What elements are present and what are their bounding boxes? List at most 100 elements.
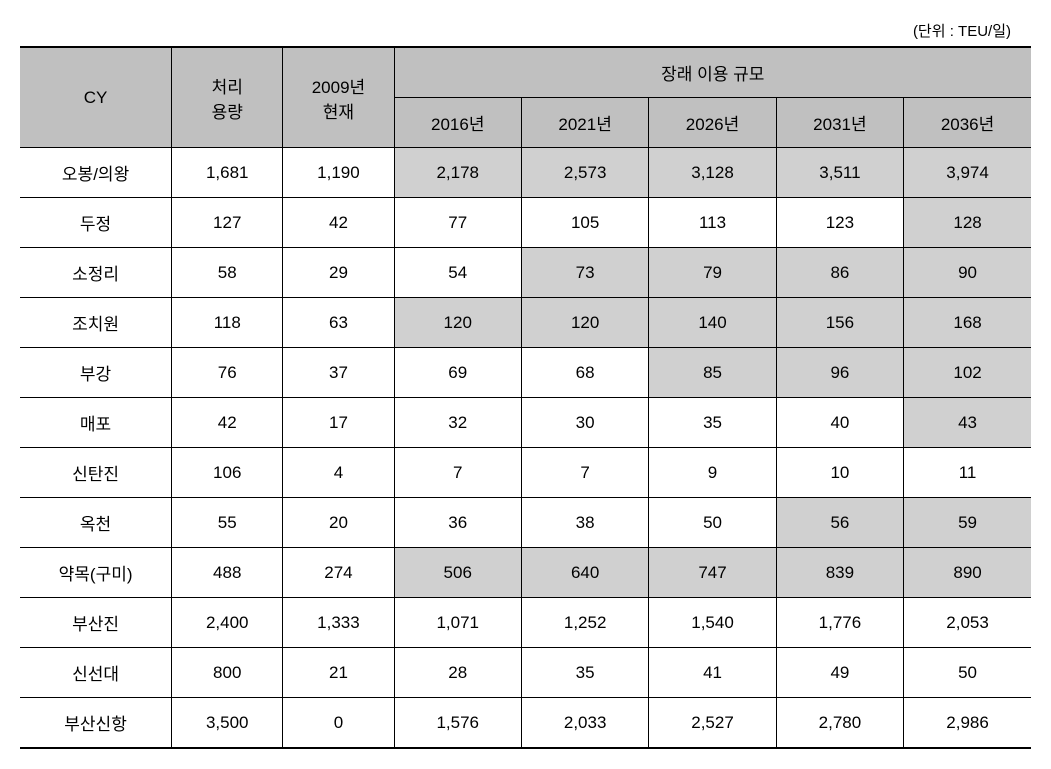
cell-2031: 56	[776, 498, 903, 548]
table-row: 조치원11863120120140156168	[20, 298, 1031, 348]
cell-2036: 2,053	[904, 598, 1031, 648]
cell-2031: 156	[776, 298, 903, 348]
cell-2031: 86	[776, 248, 903, 298]
table-row: 소정리58295473798690	[20, 248, 1031, 298]
cell-2021: 2,573	[521, 148, 648, 198]
cell-2026: 113	[649, 198, 776, 248]
cell-2026: 41	[649, 648, 776, 698]
cell-capacity: 118	[172, 298, 283, 348]
cell-2026: 79	[649, 248, 776, 298]
cell-2026: 140	[649, 298, 776, 348]
table-row: 부산신항3,50001,5762,0332,5272,7802,986	[20, 698, 1031, 749]
cell-2016: 32	[394, 398, 521, 448]
cell-2009: 37	[283, 348, 394, 398]
header-future-scale: 장래 이용 규모	[394, 47, 1031, 98]
cell-2026: 9	[649, 448, 776, 498]
cell-2016: 120	[394, 298, 521, 348]
header-2021: 2021년	[521, 98, 648, 148]
cell-cy: 약목(구미)	[20, 548, 172, 598]
cell-2016: 69	[394, 348, 521, 398]
cell-cy: 소정리	[20, 248, 172, 298]
header-2036: 2036년	[904, 98, 1031, 148]
cell-cy: 부산진	[20, 598, 172, 648]
table-row: 오봉/의왕1,6811,1902,1782,5733,1283,5113,974	[20, 148, 1031, 198]
cell-2021: 105	[521, 198, 648, 248]
cell-cy: 매포	[20, 398, 172, 448]
table-row: 신선대800212835414950	[20, 648, 1031, 698]
cell-2016: 77	[394, 198, 521, 248]
table-row: 약목(구미)488274506640747839890	[20, 548, 1031, 598]
cell-2031: 1,776	[776, 598, 903, 648]
cell-2026: 2,527	[649, 698, 776, 749]
table-row: 부강763769688596102	[20, 348, 1031, 398]
cell-2009: 17	[283, 398, 394, 448]
cell-2021: 68	[521, 348, 648, 398]
cy-table: CY 처리 용량 2009년 현재 장래 이용 규모 2016년 2021년 2…	[20, 46, 1031, 749]
table-body: 오봉/의왕1,6811,1902,1782,5733,1283,5113,974…	[20, 148, 1031, 749]
cell-2021: 2,033	[521, 698, 648, 749]
cell-2031: 49	[776, 648, 903, 698]
cell-2016: 7	[394, 448, 521, 498]
cell-2016: 36	[394, 498, 521, 548]
cell-cy: 옥천	[20, 498, 172, 548]
header-capacity: 처리 용량	[172, 47, 283, 148]
cell-2016: 1,576	[394, 698, 521, 749]
cell-2031: 96	[776, 348, 903, 398]
cell-capacity: 127	[172, 198, 283, 248]
cell-capacity: 76	[172, 348, 283, 398]
cell-2016: 1,071	[394, 598, 521, 648]
cell-cy: 부산신항	[20, 698, 172, 749]
header-2016: 2016년	[394, 98, 521, 148]
cell-2031: 2,780	[776, 698, 903, 749]
cell-2036: 890	[904, 548, 1031, 598]
cell-2021: 120	[521, 298, 648, 348]
cell-cy: 조치원	[20, 298, 172, 348]
cell-2009: 4	[283, 448, 394, 498]
cell-2026: 747	[649, 548, 776, 598]
cell-2021: 7	[521, 448, 648, 498]
cell-2016: 506	[394, 548, 521, 598]
cell-2036: 2,986	[904, 698, 1031, 749]
cell-cy: 오봉/의왕	[20, 148, 172, 198]
cell-2026: 3,128	[649, 148, 776, 198]
cell-capacity: 2,400	[172, 598, 283, 648]
cell-2021: 30	[521, 398, 648, 448]
cell-2016: 2,178	[394, 148, 521, 198]
cell-2026: 50	[649, 498, 776, 548]
cell-2021: 1,252	[521, 598, 648, 648]
cell-cy: 부강	[20, 348, 172, 398]
header-2026: 2026년	[649, 98, 776, 148]
cell-capacity: 58	[172, 248, 283, 298]
cell-2016: 28	[394, 648, 521, 698]
cell-capacity: 1,681	[172, 148, 283, 198]
cell-2026: 35	[649, 398, 776, 448]
cell-2031: 839	[776, 548, 903, 598]
cell-2009: 1,190	[283, 148, 394, 198]
table-row: 두정1274277105113123128	[20, 198, 1031, 248]
cell-cy: 두정	[20, 198, 172, 248]
cell-2021: 73	[521, 248, 648, 298]
cell-2009: 20	[283, 498, 394, 548]
table-row: 옥천55203638505659	[20, 498, 1031, 548]
cell-2031: 40	[776, 398, 903, 448]
cell-capacity: 488	[172, 548, 283, 598]
cell-2026: 1,540	[649, 598, 776, 648]
cell-2031: 123	[776, 198, 903, 248]
cell-2009: 63	[283, 298, 394, 348]
table-row: 부산진2,4001,3331,0711,2521,5401,7762,053	[20, 598, 1031, 648]
cell-2009: 1,333	[283, 598, 394, 648]
cell-2021: 35	[521, 648, 648, 698]
cell-2009: 274	[283, 548, 394, 598]
cell-2036: 59	[904, 498, 1031, 548]
cell-cy: 신탄진	[20, 448, 172, 498]
cell-2036: 11	[904, 448, 1031, 498]
cell-2036: 50	[904, 648, 1031, 698]
cell-2031: 10	[776, 448, 903, 498]
cell-capacity: 800	[172, 648, 283, 698]
header-2009: 2009년 현재	[283, 47, 394, 148]
cell-2009: 29	[283, 248, 394, 298]
cell-2036: 3,974	[904, 148, 1031, 198]
cell-capacity: 42	[172, 398, 283, 448]
header-cy: CY	[20, 47, 172, 148]
cell-2031: 3,511	[776, 148, 903, 198]
